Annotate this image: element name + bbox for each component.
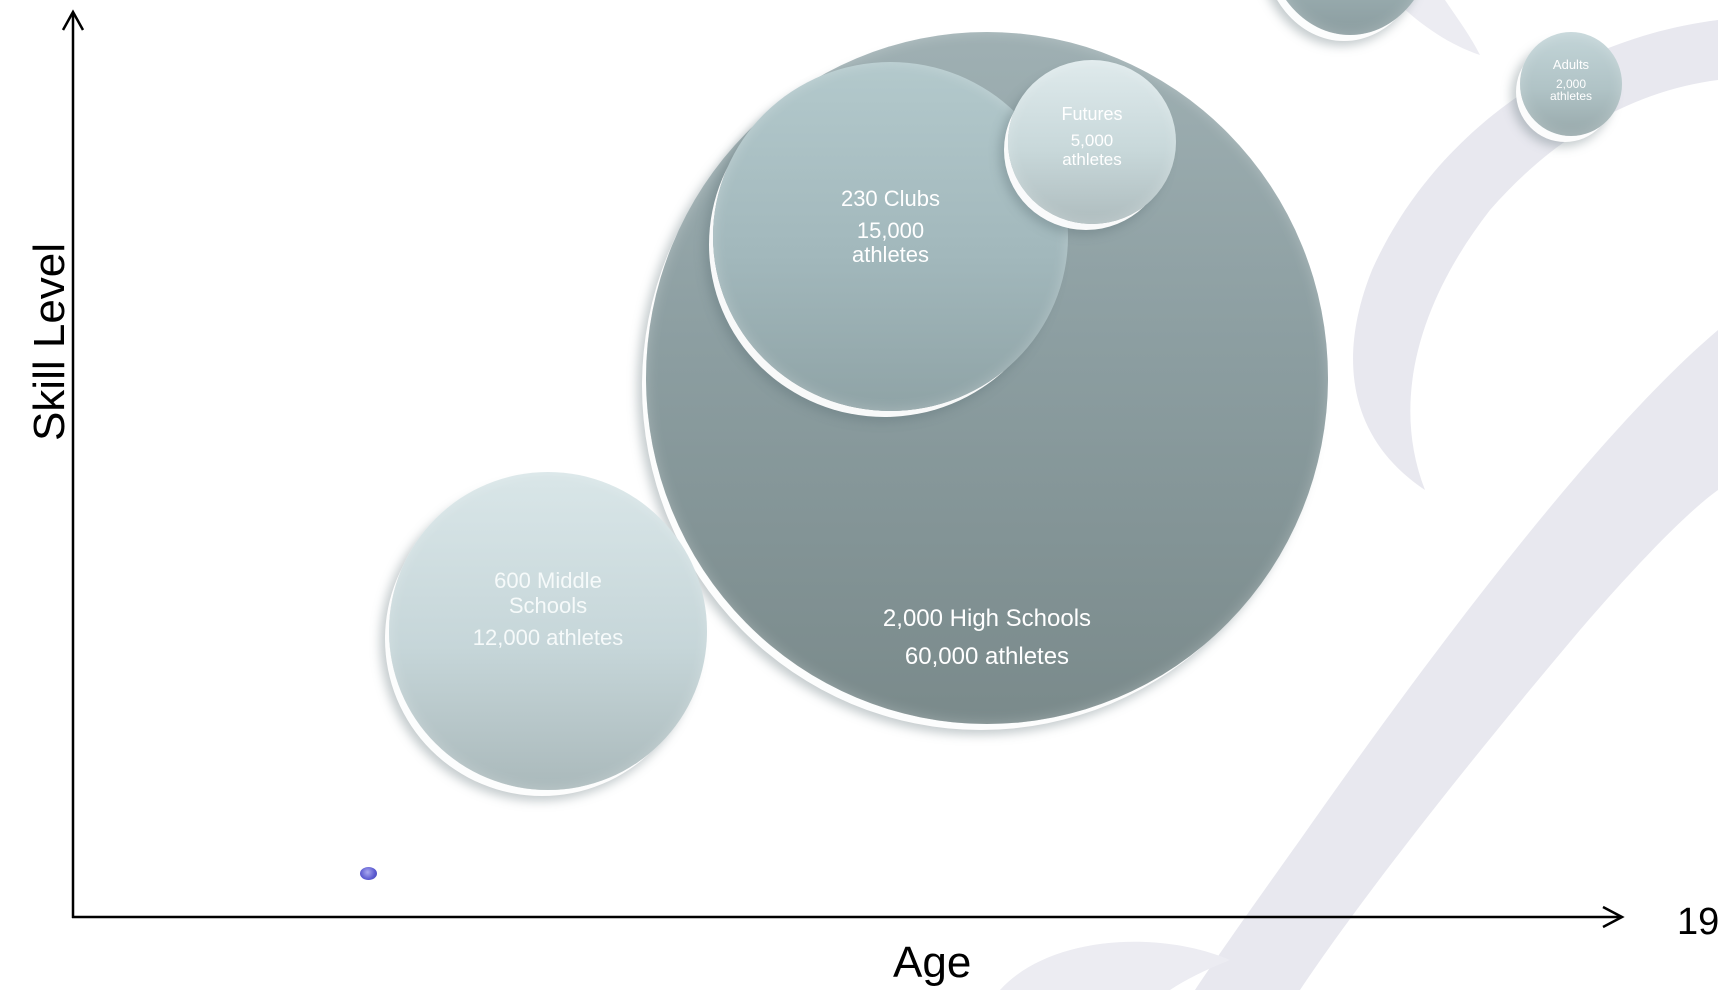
y-axis-arrowhead	[61, 9, 85, 31]
bubble-middle-schools: 600 Middle Schools 12,000 athletes	[389, 472, 707, 790]
watermark-swoosh-lower	[1195, 330, 1718, 990]
slide-number: 19	[1677, 901, 1718, 943]
bubble-clubs-count: 15,000 athletes	[851, 218, 930, 267]
bubble-adults: Adults 2,000 athletes	[1520, 32, 1622, 136]
bubble-high-schools-title: 2,000 High Schools	[882, 605, 1092, 632]
bubble-high-schools-count: 60,000 athletes	[904, 643, 1070, 670]
bubble-adults-title: Adults	[1552, 56, 1590, 72]
bubble-clubs: 230 Clubs 15,000 athletes	[713, 62, 1068, 411]
bubble-clubs-title: 230 Clubs	[840, 186, 941, 211]
bubble-adults-label: Adults 2,000 athletes	[1541, 57, 1601, 102]
bubble-middle-schools-count: 12,000 athletes	[472, 625, 624, 650]
x-axis-arrowhead	[1602, 905, 1625, 929]
bubble-futures-title: Futures	[1061, 103, 1123, 124]
bubble-middle-schools-label: 600 Middle Schools 12,000 athletes	[448, 568, 648, 650]
bubble-high-schools-label: 2,000 High Schools 60,000 athletes	[883, 605, 1091, 671]
bubble-adults-count: 2,000 athletes	[1549, 76, 1593, 103]
small-marker-dot	[360, 867, 377, 880]
y-axis-title: Skill Level	[25, 242, 74, 442]
watermark-swoosh-top	[1395, 0, 1480, 55]
watermark-swoosh-tail	[1000, 941, 1230, 990]
bubble-clubs-label: 230 Clubs 15,000 athletes	[831, 186, 951, 267]
bubble-futures-label: Futures 5,000 athletes	[1052, 104, 1132, 169]
x-axis-title: Age	[893, 938, 972, 987]
bubble-futures-count: 5,000 athletes	[1062, 130, 1122, 169]
bubble-futures: Futures 5,000 athletes	[1008, 60, 1176, 224]
bubble-middle-schools-title: 600 Middle Schools	[494, 568, 602, 618]
